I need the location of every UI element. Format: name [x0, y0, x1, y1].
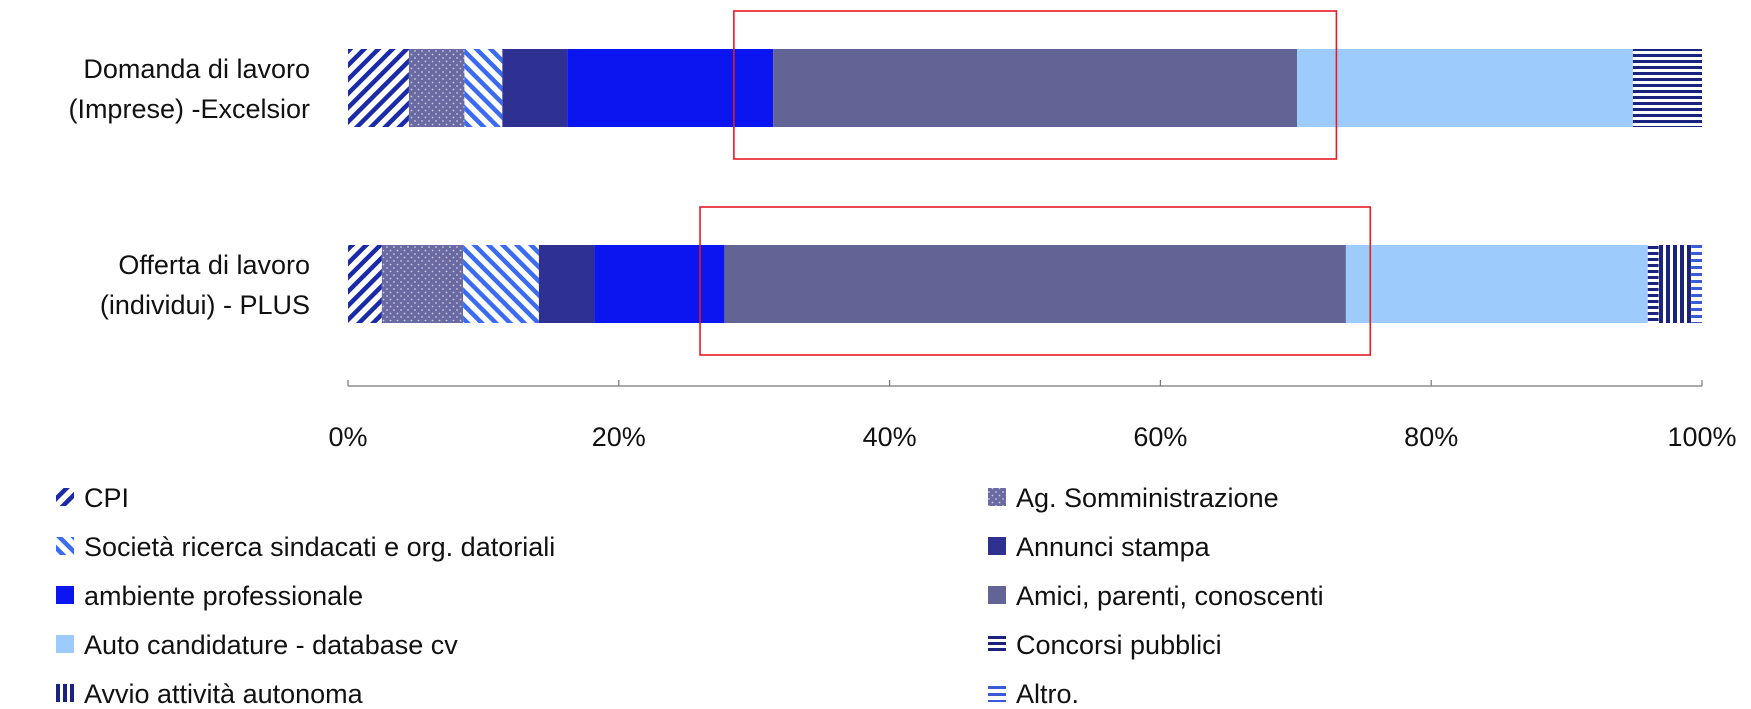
- legend-swatch: [56, 586, 74, 604]
- legend-item-auto-candidature-database-cv: Auto candidature - database cv: [56, 630, 458, 660]
- x-tick-label: 20%: [592, 422, 646, 452]
- legend-label: Altro.: [1016, 679, 1079, 704]
- legend-label: Amici, parenti, conoscenti: [1016, 581, 1324, 611]
- category-label: Offerta di lavoro: [118, 250, 310, 280]
- bar-segment-ambiente-professionale-row-1: [567, 49, 774, 127]
- x-axis: 0% 20% 40% 60% 80% 100%: [328, 380, 1737, 452]
- legend-label: Annunci stampa: [1016, 532, 1211, 562]
- category-label: (individui) - PLUS: [100, 290, 310, 320]
- legend-swatch: [988, 488, 1006, 506]
- bar-segment-societa-ricerca-sindacati-e-org-datoriali-row-2: [463, 245, 539, 323]
- legend-item-amici-parenti-conoscenti: Amici, parenti, conoscenti: [988, 581, 1324, 611]
- x-tick-label: 60%: [1133, 422, 1187, 452]
- bar-segment-concorsi-pubblici-row-2: [1647, 245, 1659, 323]
- bar-segment-annunci-stampa-row-2: [538, 245, 595, 323]
- bar-segment-societa-ricerca-sindacati-e-org-datoriali-row-1: [464, 49, 503, 127]
- bar-segment-ag-somministrazione-row-1: [408, 49, 465, 127]
- highlight-box-1: [733, 10, 1338, 160]
- x-tick-label: 80%: [1404, 422, 1458, 452]
- legend-swatch: [988, 586, 1006, 604]
- category-label: (Imprese) -Excelsior: [68, 94, 310, 124]
- bar-segment-amici-parenti-conoscenti-row-2: [724, 245, 1346, 323]
- x-tick-label: 100%: [1667, 422, 1736, 452]
- legend-label: Avvio attività autonoma: [84, 679, 364, 704]
- bars-layer: [348, 49, 1702, 323]
- legend-label: ambiente professionale: [84, 581, 363, 611]
- legend-item-societa-ricerca-sindacati-e-org-datoriali: Società ricerca sindacati e org. datoria…: [56, 532, 555, 562]
- legend-swatch: [56, 635, 74, 653]
- category-labels: Domanda di lavoro (Imprese) -Excelsior Off…: [68, 54, 310, 320]
- legend-item-avvio-attivita-autonoma: Avvio attività autonoma: [56, 679, 364, 709]
- x-tick-label: 40%: [863, 422, 917, 452]
- legend-swatch: [56, 537, 74, 555]
- legend-swatch: [56, 488, 74, 506]
- legend-swatch: [988, 537, 1006, 555]
- highlight-layer: [699, 10, 1372, 356]
- legend-swatch: [988, 684, 1006, 702]
- legend-label: Ag. Somministrazione: [1016, 483, 1279, 513]
- bar-segment-cpi-row-1: [348, 49, 409, 127]
- category-label: Domanda di lavoro: [83, 54, 310, 84]
- highlight-box-2: [699, 206, 1372, 356]
- legend-label: Società ricerca sindacati e org. datoria…: [84, 532, 555, 562]
- legend-swatch: [988, 635, 1006, 653]
- bar-segment-ambiente-professionale-row-2: [594, 245, 725, 323]
- bar-segment-auto-candidature-database-cv-row-2: [1345, 245, 1648, 323]
- bar-segment-altro-row-2: [1691, 245, 1702, 323]
- bar-segment-auto-candidature-database-cv-row-1: [1297, 49, 1633, 127]
- bar-segment-amici-parenti-conoscenti-row-1: [773, 49, 1298, 127]
- legend-item-cpi: CPI: [56, 483, 129, 513]
- legend-label: CPI: [84, 483, 129, 513]
- legend-item-ambiente-professionale: ambiente professionale: [56, 581, 363, 611]
- legend-label: Auto candidature - database cv: [84, 630, 458, 660]
- legend-item-altro: Altro.: [988, 679, 1079, 709]
- legend-label: Concorsi pubblici: [1016, 630, 1222, 660]
- bar-segment-ag-somministrazione-row-2: [381, 245, 464, 323]
- bar-segment-cpi-row-2: [348, 245, 382, 323]
- bar-segment-annunci-stampa-row-1: [502, 49, 568, 127]
- legend-swatch: [56, 684, 74, 702]
- legend-item-ag-somministrazione: Ag. Somministrazione: [988, 483, 1279, 513]
- legend: CPI Ag. Somministrazione Società ricerca s…: [56, 483, 1324, 709]
- x-tick-label: 0%: [328, 422, 367, 452]
- bar-segment-concorsi-pubblici-row-1: [1632, 49, 1702, 127]
- bar-segment-avvio-attivita-autonoma-row-2: [1658, 245, 1692, 323]
- legend-item-concorsi-pubblici: Concorsi pubblici: [988, 630, 1222, 660]
- legend-item-annunci-stampa: Annunci stampa: [988, 532, 1211, 562]
